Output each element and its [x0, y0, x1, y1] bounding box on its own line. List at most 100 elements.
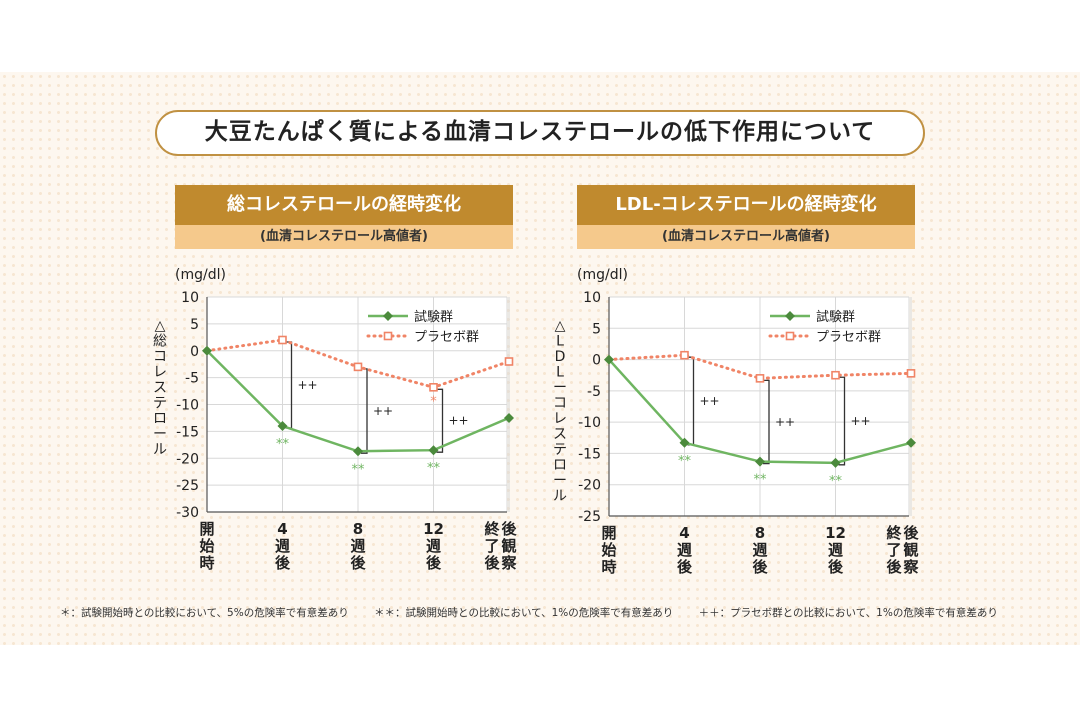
trial-significance-mark: **: [352, 462, 366, 477]
y-axis-label-char: 総: [153, 334, 167, 350]
x-tick-label: 後: [500, 520, 517, 538]
trial-point: [906, 437, 916, 448]
y-axis-label-char: レ: [553, 411, 567, 427]
x-tick-label: 週: [275, 537, 290, 555]
x-tick-label: 察: [500, 554, 517, 572]
placebo-point: [429, 382, 438, 392]
y-axis-label-char: D: [555, 349, 566, 365]
legend-marker-placebo: [383, 331, 393, 341]
placebo-point: [353, 362, 363, 372]
significance-bracket: [763, 379, 770, 465]
bracket-label: ++: [700, 394, 720, 408]
placebo-point: [278, 335, 287, 345]
chart-title-ldl: LDL-コレステロールの経時変化: [577, 185, 915, 225]
footnote-significance-1pct: ＊＊：試験開始時との比較において、1%の危険率で有意差あり: [374, 607, 674, 619]
legend-label-trial: 試験群: [816, 309, 855, 325]
placebo-point: [831, 370, 840, 380]
y-tick-label: -10: [176, 398, 199, 414]
x-tick-label: 8: [755, 524, 765, 542]
y-axis-label-char: ロ: [153, 411, 167, 427]
y-tick-label: -10: [578, 415, 601, 431]
y-tick-label: -25: [578, 509, 601, 525]
y-tick-label: -25: [176, 478, 199, 494]
x-tick-label: 週: [828, 541, 843, 559]
x-tick-label: 終: [886, 524, 902, 542]
chart-subtitle-total: (血清コレステロール高値者): [175, 225, 513, 249]
bracket-label: ++: [775, 415, 795, 429]
trial-significance-mark: **: [276, 437, 290, 452]
bracket-label: ++: [298, 378, 318, 392]
legend-label-placebo: プラセボ群: [414, 330, 479, 345]
y-axis-label-char: L: [556, 334, 564, 350]
trial-point: [428, 445, 439, 456]
placebo-point: [906, 369, 916, 378]
x-tick-label: 12: [423, 520, 444, 538]
y-axis-label-char: ー: [153, 427, 167, 443]
x-tick-label: 4: [679, 524, 689, 542]
y-axis-label-char: テ: [153, 396, 167, 412]
x-tick-label: 8: [353, 520, 363, 538]
trial-point: [504, 412, 514, 423]
footnotes: ＊：試験開始時との比較において、5%の危険率で有意差あり ＊＊：試験開始時との比…: [60, 605, 1040, 623]
chart-subtitle-ldl: (血清コレステロール高値者): [577, 225, 915, 249]
placebo-point: [504, 357, 514, 366]
y-tick-label: 10: [583, 290, 601, 306]
y-axis-label-char: テ: [553, 442, 567, 458]
y-tick-label: 10: [181, 290, 199, 306]
legend-marker-trial: [785, 311, 795, 321]
footnote-significance-5pct: ＊：試験開始時との比較において、5%の危険率で有意差あり: [60, 607, 349, 619]
x-tick-label: 後: [827, 558, 844, 576]
significance-bracket: [838, 376, 846, 466]
x-tick-label: 始: [601, 541, 616, 559]
bracket-label: ++: [851, 414, 871, 428]
trial-point: [755, 456, 765, 467]
x-tick-label: 週: [426, 537, 441, 555]
x-tick-label: 週: [350, 537, 365, 555]
x-tick-label: 後: [902, 524, 919, 542]
y-axis-label-char: ー: [553, 473, 567, 489]
legend-label-placebo: プラセボ群: [816, 330, 881, 345]
chart-title-total: 総コレステロールの経時変化: [175, 185, 513, 225]
trial-significance-mark: **: [754, 473, 768, 488]
y-axis-label-char: ル: [553, 489, 567, 505]
page-title: 大豆たんぱく質による血清コレステロールの低下作用について: [155, 110, 925, 156]
trial-point: [202, 345, 212, 356]
x-tick-label: 後: [349, 554, 366, 572]
bracket-label: ++: [449, 414, 469, 428]
x-tick-label: 後: [425, 554, 442, 572]
x-tick-label: 時: [199, 554, 214, 572]
x-tick-label: 週: [677, 541, 692, 559]
trial-point: [277, 421, 288, 431]
significance-bracket: [436, 388, 444, 453]
y-axis-label-char: コ: [153, 349, 167, 365]
placebo-point: [680, 350, 689, 360]
placebo-significance-mark: *: [430, 394, 437, 409]
x-tick-label: 観: [501, 537, 516, 555]
ldl-cholesterol-chart: 1050-5-10-15-20-25(mg/dl)△LDLーコレステロール開始時…: [553, 267, 919, 576]
y-tick-label: -5: [185, 371, 199, 387]
x-tick-label: 察: [902, 558, 919, 576]
y-tick-label: -15: [176, 424, 199, 440]
y-axis-label-char: ル: [153, 442, 167, 458]
x-tick-label: 後: [483, 554, 500, 572]
trial-point: [604, 354, 614, 365]
y-tick-label: 0: [190, 344, 199, 360]
trial-point: [353, 446, 363, 457]
x-tick-label: 週: [752, 541, 767, 559]
y-axis-label-char: △: [555, 318, 566, 334]
legend-marker-placebo: [785, 331, 795, 341]
x-tick-label: 後: [274, 554, 291, 572]
legend-marker-trial: [383, 311, 393, 321]
y-axis-label-char: ス: [153, 380, 167, 396]
trial-point: [679, 437, 690, 448]
y-unit-label: (mg/dl): [175, 267, 226, 283]
y-tick-label: -15: [578, 446, 601, 462]
trial-point: [830, 457, 841, 468]
chart-header-ldl: LDL-コレステロールの経時変化 (血清コレステロール高値者): [577, 185, 915, 249]
y-unit-label: (mg/dl): [577, 267, 628, 283]
y-tick-label: -20: [176, 451, 199, 467]
x-tick-label: 時: [601, 558, 616, 576]
x-tick-label: 了: [484, 537, 499, 555]
y-tick-label: -20: [578, 478, 601, 494]
placebo-point: [755, 374, 765, 383]
